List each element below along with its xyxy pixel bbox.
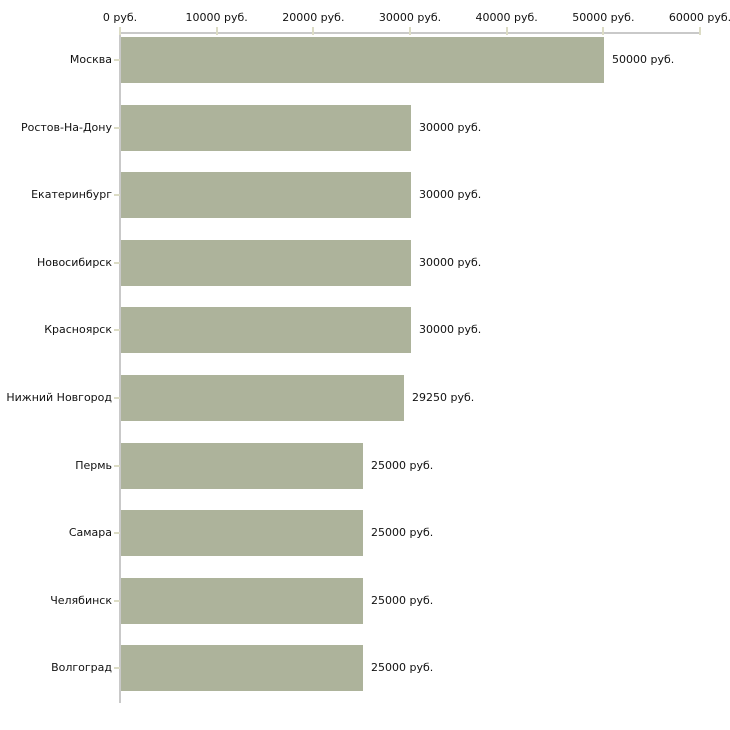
y-axis-tick-mark <box>114 59 120 61</box>
value-label: 25000 руб. <box>371 594 434 607</box>
x-axis-tick-mark <box>506 27 508 35</box>
value-label: 25000 руб. <box>371 661 434 674</box>
y-axis-line <box>119 33 121 703</box>
x-axis-tick-label: 10000 руб. <box>185 11 248 24</box>
value-bar <box>121 510 363 556</box>
value-label: 25000 руб. <box>371 459 434 472</box>
x-axis-tick-mark <box>312 27 314 35</box>
y-axis-tick-mark <box>114 532 120 534</box>
y-axis-tick-mark <box>114 329 120 331</box>
x-axis-tick-mark <box>699 27 701 35</box>
x-axis-tick-label: 20000 руб. <box>282 11 345 24</box>
y-axis-tick-mark <box>114 194 120 196</box>
value-bar <box>121 37 604 83</box>
value-label: 50000 руб. <box>612 53 675 66</box>
value-label: 30000 руб. <box>419 323 482 336</box>
value-bar <box>121 578 363 624</box>
category-label: Новосибирск <box>36 256 112 269</box>
value-label: 30000 руб. <box>419 188 482 201</box>
category-label: Ростов-На-Дону <box>20 121 112 134</box>
value-bar <box>121 172 411 218</box>
x-axis-tick-label: 40000 руб. <box>475 11 538 24</box>
value-bar <box>121 105 411 151</box>
x-axis-tick-label: 30000 руб. <box>378 11 442 24</box>
x-axis-tick-mark <box>602 27 604 35</box>
category-label: Москва <box>69 53 112 66</box>
y-axis-tick-mark <box>114 667 120 669</box>
x-axis-tick-label: 60000 руб. <box>668 11 730 24</box>
x-axis-tick-mark <box>216 27 218 35</box>
value-bar <box>121 307 411 353</box>
value-bar <box>121 645 363 691</box>
x-axis-tick-mark <box>409 27 411 35</box>
category-label: Челябинск <box>50 594 112 607</box>
x-axis-tick-mark <box>119 27 121 35</box>
value-label: 30000 руб. <box>419 256 482 269</box>
category-label: Красноярск <box>44 323 112 336</box>
value-label: 25000 руб. <box>371 526 434 539</box>
category-label: Пермь <box>75 459 112 472</box>
y-axis-tick-mark <box>114 397 120 399</box>
value-label: 30000 руб. <box>419 121 482 134</box>
category-label: Нижний Новгород <box>6 391 112 404</box>
category-label: Волгоград <box>51 661 112 674</box>
y-axis-tick-mark <box>114 127 120 129</box>
category-label: Екатеринбург <box>31 188 112 201</box>
value-bar <box>121 443 363 489</box>
value-bar <box>121 375 404 421</box>
x-axis-tick-label: 0 руб. <box>102 11 138 24</box>
y-axis-tick-mark <box>114 262 120 264</box>
value-bar <box>121 240 411 286</box>
value-label: 29250 руб. <box>412 391 475 404</box>
x-axis-tick-label: 50000 руб. <box>572 11 635 24</box>
y-axis-tick-mark <box>114 600 120 602</box>
category-label: Самара <box>68 526 112 539</box>
y-axis-tick-mark <box>114 465 120 467</box>
